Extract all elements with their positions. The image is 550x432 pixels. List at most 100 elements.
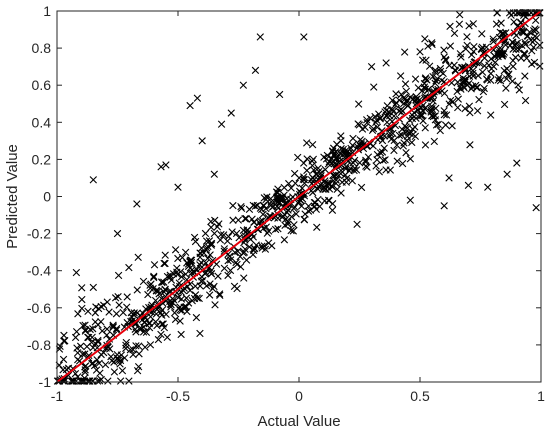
data-point (461, 104, 469, 113)
data-point (109, 323, 117, 332)
data-point (109, 321, 117, 329)
data-point (59, 366, 67, 374)
data-point (146, 284, 155, 292)
data-point (467, 51, 476, 59)
data-point (239, 249, 247, 257)
data-point (463, 41, 471, 50)
data-point (179, 286, 188, 295)
data-point (84, 377, 92, 385)
data-point (451, 67, 460, 75)
data-point (268, 242, 276, 250)
y-axis: -1 -0.8 -0.6 -0.4 -0.2 0 0.2 0.4 0.6 0.8 1 (27, 3, 541, 390)
data-point (393, 157, 401, 165)
data-point (196, 282, 204, 290)
data-point (465, 22, 473, 30)
data-point (466, 141, 474, 149)
data-point (223, 237, 232, 245)
data-point (500, 66, 508, 75)
data-point (251, 66, 260, 75)
data-point (242, 256, 251, 264)
data-point (239, 81, 248, 89)
data-point (346, 164, 355, 173)
data-point (78, 304, 86, 313)
data-point (362, 162, 370, 170)
data-point (135, 350, 143, 358)
data-point (150, 261, 159, 269)
data-point (122, 341, 130, 350)
data-point (151, 296, 160, 305)
data-point (441, 121, 450, 129)
data-point (92, 303, 100, 311)
data-point (350, 156, 359, 165)
data-point (446, 22, 454, 31)
data-point (206, 251, 214, 259)
data-point (498, 29, 507, 38)
data-point (514, 81, 522, 89)
data-point (320, 183, 328, 191)
data-point (209, 285, 217, 293)
data-point (376, 149, 385, 157)
data-point (367, 62, 376, 71)
data-point (97, 350, 105, 359)
data-point (390, 146, 398, 155)
data-point (513, 159, 521, 167)
data-point (224, 256, 232, 265)
data-point (176, 317, 184, 325)
data-point (211, 216, 219, 225)
data-point (503, 170, 511, 178)
data-point (196, 253, 204, 261)
data-point (489, 37, 498, 46)
data-point (245, 233, 253, 241)
data-point (79, 321, 87, 330)
data-point (116, 377, 125, 385)
data-point (214, 272, 222, 280)
data-point (104, 377, 112, 385)
data-point (493, 50, 501, 58)
data-point (174, 254, 182, 263)
data-point (181, 248, 190, 257)
data-point (387, 124, 395, 133)
data-point (328, 206, 337, 214)
data-point (457, 85, 465, 93)
data-point (294, 153, 302, 162)
data-point (453, 87, 461, 96)
data-point (508, 77, 517, 85)
data-point (454, 95, 462, 103)
data-point (353, 220, 361, 229)
data-point (502, 84, 510, 92)
y-tick-label: 0.8 (32, 40, 52, 56)
data-point (224, 271, 232, 280)
data-point (186, 264, 195, 272)
data-point (250, 218, 258, 226)
data-point (163, 333, 171, 342)
data-point (132, 328, 140, 336)
data-point (398, 107, 407, 115)
data-point (190, 233, 199, 242)
data-point (245, 205, 254, 214)
data-point (479, 87, 488, 96)
data-point (162, 161, 170, 169)
data-point (421, 141, 430, 149)
data-point (414, 84, 423, 92)
data-point (328, 147, 337, 156)
data-point (271, 225, 280, 234)
data-point (442, 111, 451, 119)
data-point (372, 162, 380, 170)
data-point (256, 33, 264, 41)
data-point (382, 59, 390, 67)
data-point (490, 62, 498, 71)
data-point (381, 108, 389, 116)
data-point (78, 284, 86, 292)
data-point (71, 369, 80, 378)
data-point (383, 102, 391, 110)
data-point (324, 179, 333, 188)
data-point (171, 246, 180, 254)
data-point (118, 367, 127, 375)
data-point (234, 216, 243, 224)
data-point (344, 157, 352, 166)
x-tick-label: -0.5 (166, 388, 190, 404)
data-point (160, 259, 168, 268)
data-point (154, 335, 163, 344)
data-point (284, 206, 292, 214)
data-point (241, 245, 249, 253)
